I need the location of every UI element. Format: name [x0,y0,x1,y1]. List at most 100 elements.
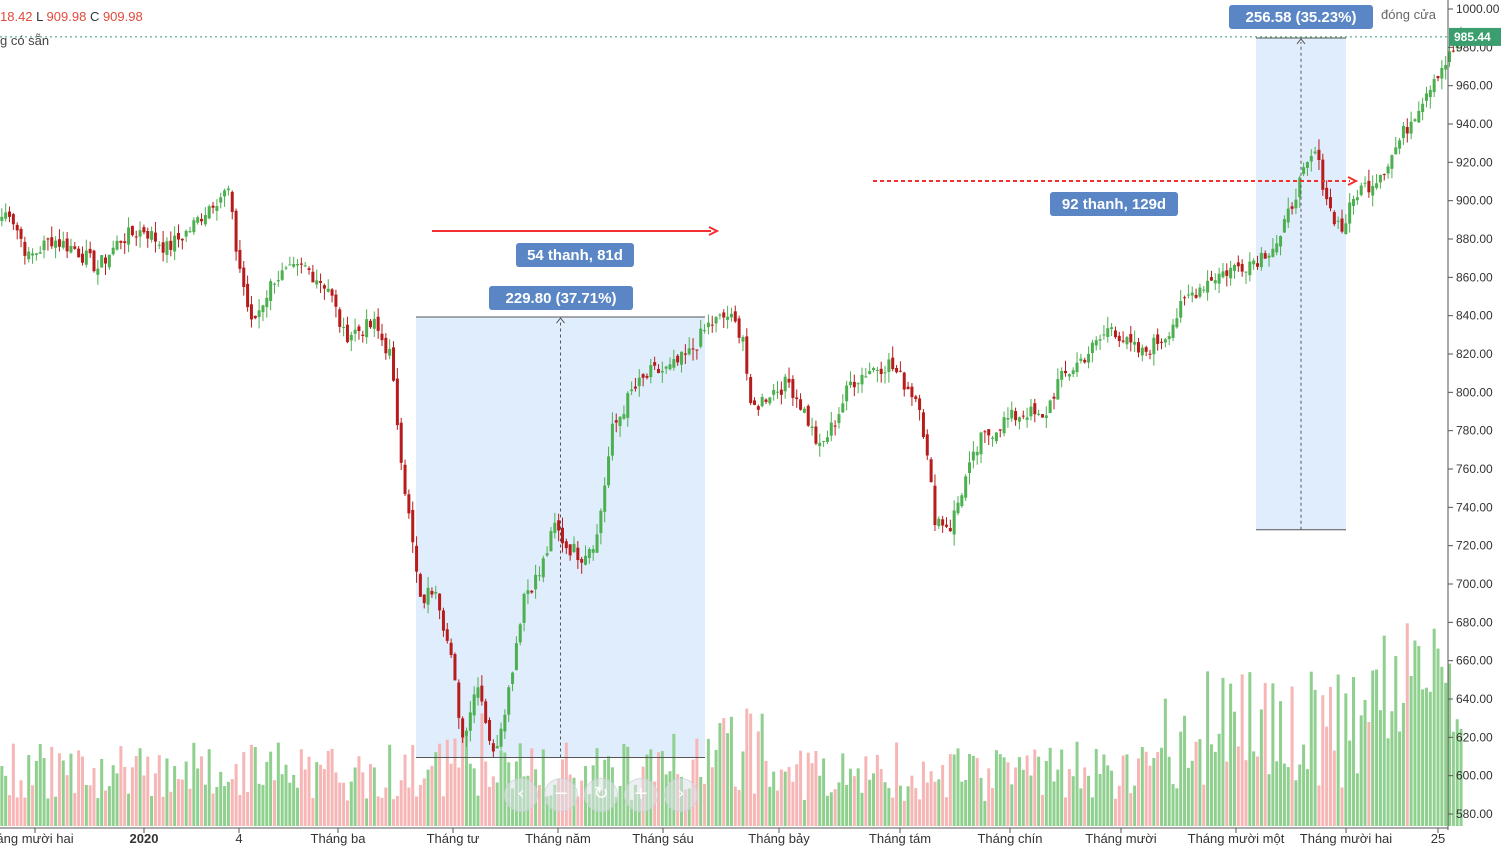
volume-bar [1413,640,1417,826]
candle-body [660,370,664,373]
price-tick-label: 800.00 [1456,385,1493,399]
candle-body [1186,294,1190,296]
volume-bar [472,768,476,826]
volume-bar [380,797,384,826]
volume-bar [929,771,933,826]
volume-bar [96,798,100,826]
candle-body [453,654,457,681]
candle-body [480,685,484,702]
volume-bar [384,787,388,826]
candle-body [749,377,753,404]
volume-bar [799,750,803,826]
volume-bar [1398,731,1402,826]
volume-bar [1014,767,1018,826]
volume-bar [1375,669,1379,826]
candle-body [991,437,995,439]
candle-body [706,322,710,328]
volume-bar [203,784,207,826]
volume-bar [549,795,553,826]
volume-bar [987,768,991,826]
volume-bar [1286,767,1290,826]
volume-bar [714,749,718,826]
time-tick-label: Tháng mười [1085,831,1157,846]
candle-body [1428,89,1432,98]
volume-bar [491,776,495,826]
candle-body [964,476,968,498]
volume-bar [1436,648,1440,826]
candle-body [1367,180,1371,193]
volume-bar [319,764,323,826]
volume-bar [284,764,288,826]
candle-body [918,398,922,410]
volume-bar [411,745,415,826]
candle-body [96,268,100,275]
volume-bar [388,744,392,826]
candle-body [983,431,987,433]
volume-bar [261,784,265,826]
zoom-out-button[interactable]: − [544,778,578,812]
candle-body [1279,236,1283,247]
candle-body [495,746,499,749]
candle-body [153,232,157,242]
volume-bar [146,756,150,826]
candle-body [361,334,365,336]
candle-body [230,191,234,212]
volume-bar [1305,769,1309,826]
candle-body [795,397,799,400]
bars-arrow-1-head [708,226,720,236]
time-axis[interactable]: áng mười hai 2020 4 Tháng ba Tháng tư Tháng n… [0,827,1448,846]
candle-body [1344,223,1348,235]
volume-bar [1451,731,1455,826]
volume-bar [991,788,995,826]
candle-body [1090,342,1094,354]
volume-bar [902,800,906,826]
candle-body [503,714,507,732]
candle-body [238,249,242,269]
candle-body [599,510,603,534]
candle-body [1390,155,1394,169]
volume-bar [1148,765,1152,826]
ohlc-readout: 18.42 L 909.98 C 909.98 [0,9,143,24]
candle-body [261,305,265,313]
candle-body [188,231,192,233]
price-axis[interactable]: 1000.00980.00960.00940.00920.00900.00880… [1447,0,1501,830]
zoom-in-button[interactable]: + [624,778,658,812]
candle-body [0,216,4,221]
measure-layer [416,37,1346,758]
volume-bar [1133,785,1137,826]
volume-bar [1459,728,1463,826]
candle-body [937,518,941,527]
volume-bar [1401,702,1405,826]
volume-bar [1225,761,1229,826]
reset-button[interactable]: ↻ [584,778,618,812]
candle-body [1194,294,1198,298]
candle-body [272,283,276,285]
volume-bar [1236,746,1240,826]
last-price-badge [1449,27,1501,46]
candle-body [1282,219,1286,233]
candle-body [691,348,695,350]
candle-body [1056,379,1060,400]
volume-bar [979,777,983,826]
candle-body [1363,182,1367,184]
price-tick-label: 900.00 [1456,194,1493,208]
volume-bar [196,768,200,826]
candle-body [956,502,960,514]
scroll-left-button[interactable]: ‹ [504,778,538,812]
candle-body [407,494,411,514]
volume-bar [265,761,269,826]
candle-body [637,377,641,387]
candle-body [1025,417,1029,420]
candle-body [1129,334,1133,343]
scroll-right-button[interactable]: › [664,778,698,812]
candle-body [902,372,906,390]
volume-bar [1279,701,1283,826]
time-tick-label: 4 [235,831,242,846]
candle-body [534,574,538,590]
volume-bar [1190,760,1194,826]
candle-body [1156,334,1160,344]
candle-body [464,730,468,736]
candle-body [822,440,826,442]
candle-body [783,376,787,392]
